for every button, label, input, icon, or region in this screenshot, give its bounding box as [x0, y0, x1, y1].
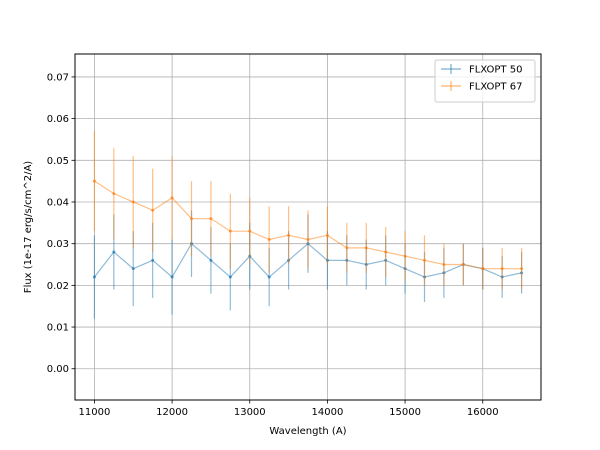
y-tick-label: 0.03	[47, 239, 69, 250]
series-2-point	[287, 233, 291, 237]
x-tick-label: 15000	[389, 407, 421, 418]
series-1-point	[151, 258, 155, 262]
ticks: 11000 12000 13000 14000 15000 16000 0.00 0.01 0.…	[47, 72, 499, 418]
series-2-point	[500, 267, 504, 271]
x-tick-label: 11000	[79, 407, 111, 418]
series-2-point	[481, 267, 485, 271]
series-2-point	[442, 263, 446, 267]
series-1-point	[92, 275, 96, 279]
legend: FLXOPT 50 FLXOPT 67	[434, 59, 536, 103]
series-2-point	[112, 192, 116, 196]
series-2-point	[267, 238, 271, 242]
y-tick-label: 0.01	[47, 323, 69, 334]
series-2-point	[131, 200, 135, 204]
series-2-point	[423, 258, 426, 262]
series-1-point	[112, 250, 116, 254]
series-2-point	[248, 229, 252, 233]
y-tick-label: 0.06	[47, 114, 69, 125]
series-1-point	[228, 275, 232, 279]
y-tick-label: 0.04	[47, 197, 69, 208]
series-2-point	[384, 250, 388, 254]
series-1-point	[267, 275, 271, 279]
series-2-point	[92, 179, 96, 183]
legend-label: FLXOPT 50	[469, 65, 522, 76]
series-2	[92, 131, 524, 290]
series-2-point	[306, 238, 310, 242]
y-tick-label: 0.07	[47, 72, 69, 83]
x-tick-label: 13000	[234, 407, 266, 418]
series-1-point	[209, 258, 213, 262]
series-2-point	[461, 263, 465, 267]
series-2-point	[364, 246, 368, 250]
series-2-point	[345, 246, 349, 250]
y-tick-label: 0.00	[47, 364, 69, 375]
y-axis-label: Flux (1e-17 erg/s/cm^2/A)	[23, 161, 34, 293]
series-2-point	[209, 217, 213, 221]
legend-item-2: FLXOPT 67	[441, 81, 522, 93]
series-2-point	[151, 208, 155, 212]
x-tick-label: 12000	[156, 407, 188, 418]
legend-box	[434, 59, 536, 103]
series-2-point	[170, 196, 174, 200]
x-tick-label: 16000	[467, 407, 499, 418]
series-1-point	[131, 267, 135, 271]
series-2-point	[190, 217, 193, 221]
series-1-point	[170, 275, 174, 279]
series-2-point	[325, 233, 329, 237]
plot-frame	[74, 53, 542, 401]
series-2-point	[520, 267, 524, 271]
series-layer	[92, 131, 524, 319]
series-2-point	[228, 229, 232, 233]
y-tick-label: 0.02	[47, 281, 69, 292]
legend-item-1: FLXOPT 50	[441, 64, 522, 76]
legend-label: FLXOPT 67	[469, 82, 522, 93]
x-axis-label: Wavelength (A)	[269, 426, 346, 437]
x-tick-label: 14000	[312, 407, 344, 418]
y-tick-label: 0.05	[47, 156, 69, 167]
series-2-point	[403, 254, 407, 258]
